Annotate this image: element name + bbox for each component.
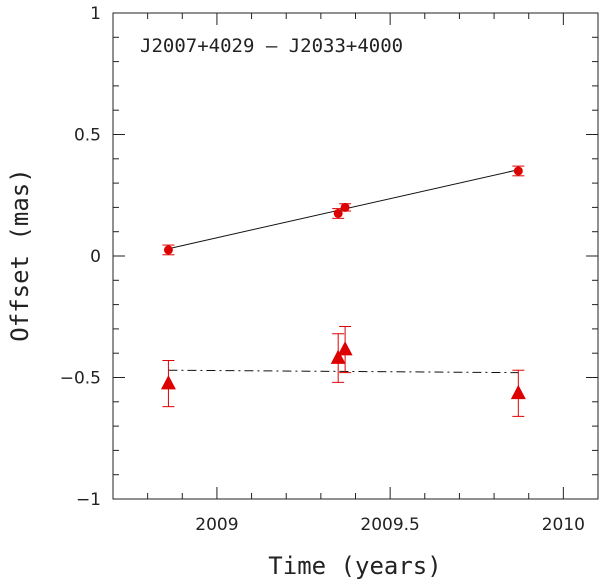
y-axis-title: Offset (mas) [6,168,34,341]
fit-line-dashed [168,369,519,374]
fit-lines [168,169,519,374]
x-tick-label: 2009.5 [360,515,419,535]
data-point-circle [340,202,350,212]
axis-ticks [113,12,598,500]
data-point-circle [513,166,523,176]
data-point-triangle [330,349,346,364]
x-tick-label: 2009 [195,515,238,535]
data-point-triangle [510,384,526,400]
data-point-triangle [160,375,176,390]
data-point-circle [163,245,173,255]
plot-title: J2007+4029 – J2033+4000 [140,35,403,57]
data-markers [160,166,526,400]
data-point-circle [333,208,343,218]
y-tick-label: −1 [76,490,101,510]
y-tick-label: 1 [90,4,101,24]
y-tick-label: −0.5 [60,369,101,389]
y-tick-label: 0 [90,247,101,267]
x-axis-title: Time (years) [268,552,441,580]
data-point-triangle [337,341,353,356]
tick-labels: 2009 2009.5 2010 −1 −0.5 0 0.5 1 [60,4,585,535]
x-tick-label: 2010 [542,515,585,535]
y-tick-label: 0.5 [74,126,101,146]
plot-frame [112,12,599,500]
